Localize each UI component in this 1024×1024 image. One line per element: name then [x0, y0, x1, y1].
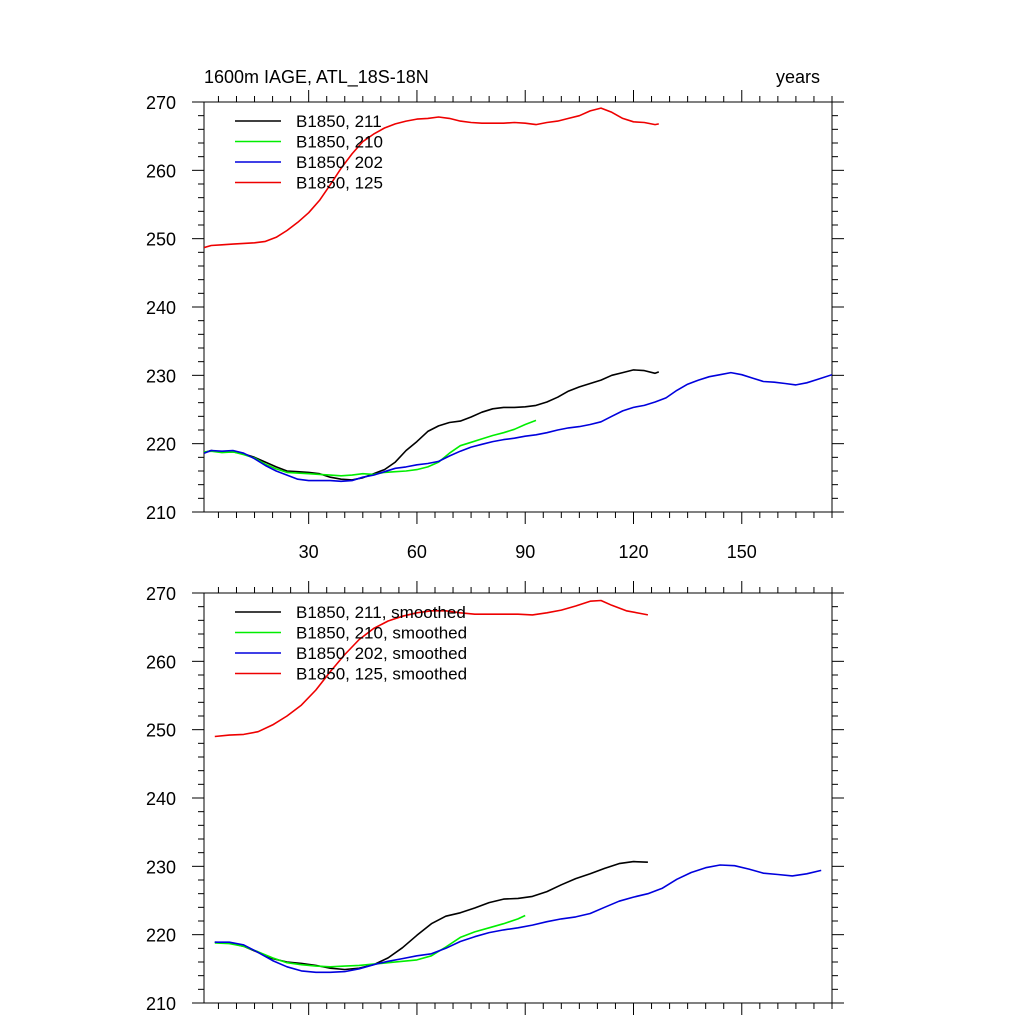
legend-label-4: B1850, 125, smoothed: [296, 665, 467, 684]
y-tick-label: 270: [146, 584, 176, 604]
series-line-2: [204, 419, 537, 477]
x-tick-label: 150: [727, 542, 757, 562]
x-tick-label: 30: [299, 542, 319, 562]
series-line-3: [204, 371, 832, 483]
y-tick-label: 220: [146, 435, 176, 455]
legend-label-3: B1850, 202, smoothed: [296, 644, 467, 663]
y-tick-label: 230: [146, 857, 176, 877]
series-line-3: [214, 864, 822, 974]
x-tick-label: 60: [407, 542, 427, 562]
series-line-1: [204, 369, 660, 481]
y-tick-label: 220: [146, 926, 176, 946]
legend-label-4: B1850, 125: [296, 174, 383, 193]
y-tick-label: 270: [146, 93, 176, 113]
legend-label-3: B1850, 202: [296, 153, 383, 172]
legend-label-2: B1850, 210: [296, 133, 383, 152]
legend: B1850, 211, smoothed B1850, 210, smoothed…: [235, 603, 467, 684]
series-line-4: [214, 599, 649, 738]
y-tick-label: 250: [146, 721, 176, 741]
legend-label-1: B1850, 211, smoothed: [296, 603, 466, 622]
chart-title-left: 1600m IAGE, ATL_18S-18N: [204, 67, 429, 88]
series-line-2: [214, 914, 526, 968]
y-tick-label: 230: [146, 366, 176, 386]
y-tick-label: 210: [146, 503, 176, 523]
y-tick-label: 260: [146, 161, 176, 181]
legend-label-1: B1850, 211: [296, 112, 382, 131]
chart-panel-1: 210 220 230 240 250 260 270 30 60 90 120 150 1600m I…: [146, 67, 844, 562]
y-tick-label: 250: [146, 230, 176, 250]
y-tick-label: 240: [146, 789, 176, 809]
chart-title-right: years: [776, 67, 820, 87]
y-tick-label: 210: [146, 994, 176, 1014]
y-tick-label: 260: [146, 652, 176, 672]
series-line-4: [204, 107, 659, 249]
y-tick-label: 240: [146, 298, 176, 318]
x-tick-label: 90: [515, 542, 535, 562]
chart-panel-2: 210 220 230 240 250 260 270 B1850, 211, smoothe…: [146, 581, 844, 1015]
x-tick-label: 120: [618, 542, 648, 562]
legend-label-2: B1850, 210, smoothed: [296, 624, 467, 643]
